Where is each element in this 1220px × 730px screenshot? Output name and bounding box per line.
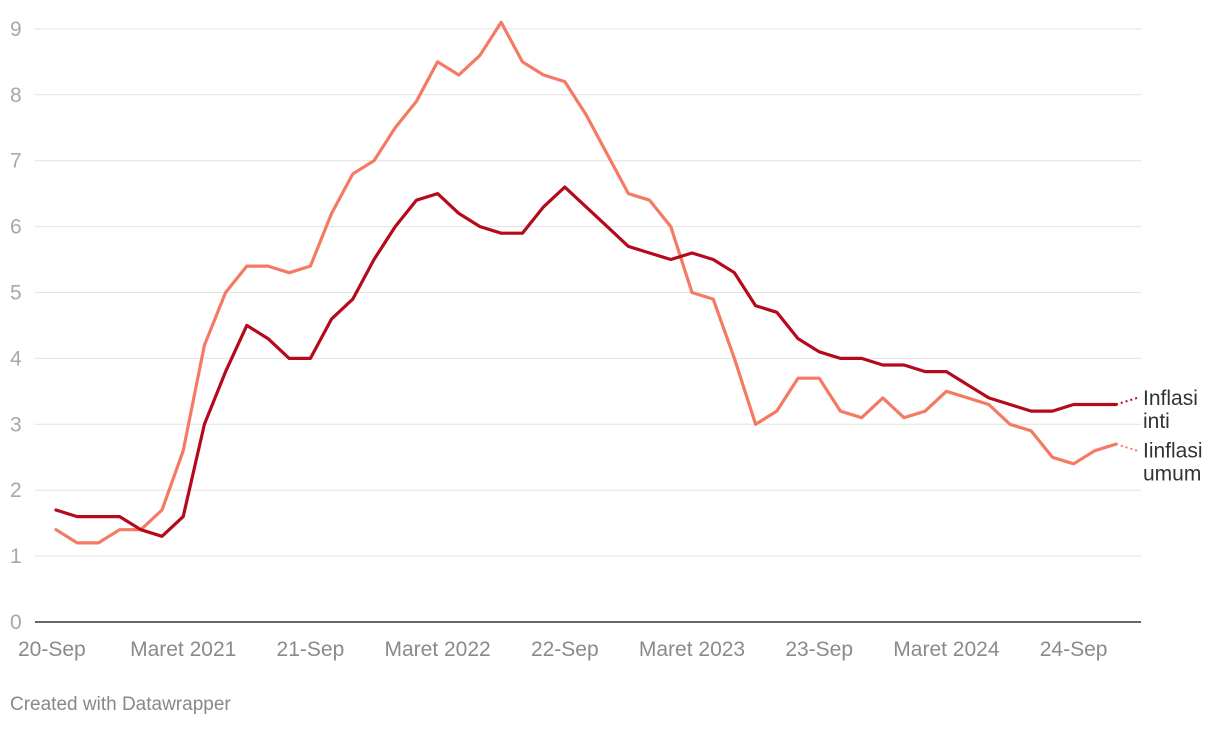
series-lines <box>54 20 1138 545</box>
x-tick-label: Maret 2023 <box>639 638 745 661</box>
y-tick-label: 5 <box>10 282 22 305</box>
series-label: Inflasi inti <box>1143 387 1198 433</box>
series-line <box>54 20 1118 545</box>
y-tick-label: 1 <box>10 545 22 568</box>
series-label: Iinflasi umum <box>1143 440 1203 486</box>
y-tick-label: 6 <box>10 216 22 239</box>
x-tick-label: 20-Sep <box>18 638 86 661</box>
x-tick-label: Maret 2024 <box>893 638 1000 661</box>
series-labels: Inflasi inti Iinflasi umum <box>1143 387 1203 486</box>
series-label-line: Inflasi <box>1143 387 1198 410</box>
datawrapper-credit: Created with Datawrapper <box>10 694 231 715</box>
x-tick-label: Maret 2022 <box>384 638 490 661</box>
x-tick-label: 21-Sep <box>277 638 345 661</box>
y-tick-label: 9 <box>10 18 22 41</box>
y-tick-label: 7 <box>10 150 22 173</box>
x-axis-labels: 20-Sep Maret 2021 21-Sep Maret 2022 22-Sep Ma… <box>18 638 1107 661</box>
series-label-line: inti <box>1143 410 1170 433</box>
series-line-extension <box>1115 443 1138 452</box>
series-line-extension <box>1115 396 1138 406</box>
y-axis-labels: 0 1 2 3 4 5 6 7 8 9 <box>10 18 22 634</box>
y-tick-label: 2 <box>10 479 22 502</box>
y-tick-label: 3 <box>10 413 22 436</box>
y-tick-label: 0 <box>10 611 22 634</box>
series-label-line: umum <box>1143 463 1201 486</box>
y-tick-label: 4 <box>10 347 22 370</box>
series-label-line: Iinflasi <box>1143 440 1203 463</box>
x-tick-label: 22-Sep <box>531 638 599 661</box>
x-tick-label: Maret 2021 <box>130 638 236 661</box>
x-tick-label: 24-Sep <box>1040 638 1108 661</box>
gridlines <box>35 28 1141 557</box>
x-tick-label: 23-Sep <box>785 638 853 661</box>
series-line <box>54 185 1118 538</box>
y-tick-label: 8 <box>10 84 22 107</box>
